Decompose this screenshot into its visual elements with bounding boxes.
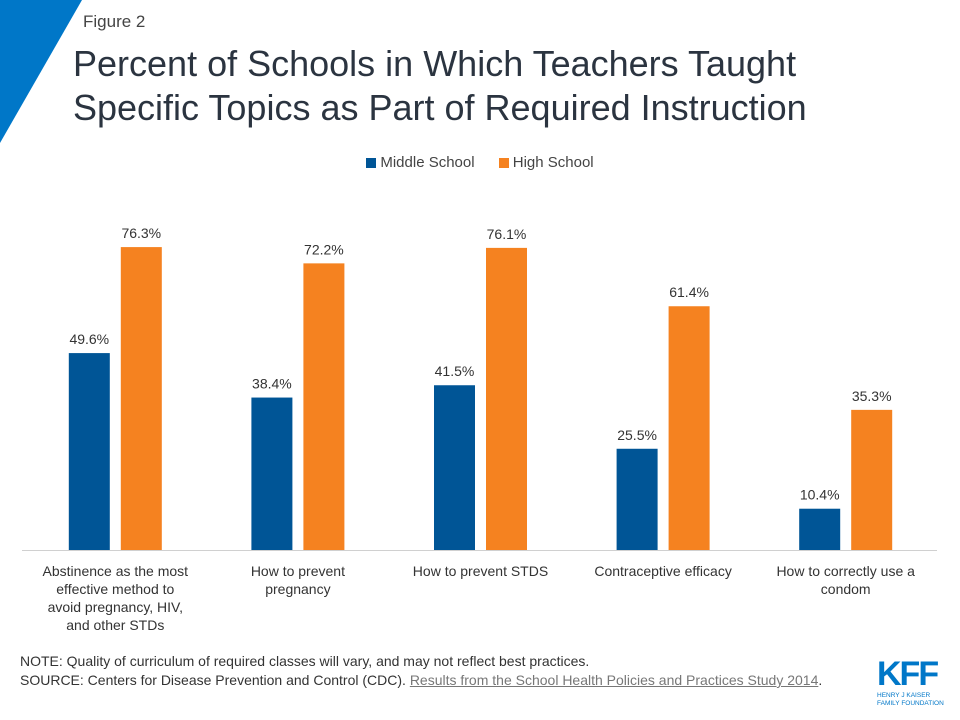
data-label: 76.1% [487, 226, 527, 242]
bar-middle-school [616, 448, 658, 550]
note-text: NOTE: Quality of curriculum of required … [20, 653, 590, 669]
data-label: 76.3% [121, 225, 161, 241]
data-label: 72.2% [304, 241, 344, 257]
figure-label: Figure 2 [83, 12, 146, 31]
bar-high-school [486, 247, 527, 550]
category-label: pregnancy [265, 581, 330, 597]
logo-subtitle-1: HENRY J KAISER [877, 692, 931, 699]
bar-high-school [303, 263, 345, 550]
category-label: effective method to [56, 581, 174, 597]
footnote: NOTE: Quality of curriculum of required … [20, 652, 870, 690]
data-label: 10.4% [800, 487, 840, 503]
logo-subtitle-2: FAMILY FOUNDATION [877, 700, 944, 707]
legend-swatch [498, 158, 509, 168]
title-line-1: Percent of Schools in Which Teachers Tau… [73, 43, 797, 84]
bar-middle-school [68, 353, 110, 550]
bar-middle-school [434, 385, 475, 550]
bar-high-school [120, 247, 162, 551]
title-line-2: Specific Topics as Part of Required Inst… [73, 87, 807, 128]
legend: Middle School High School [0, 154, 960, 171]
data-label: 49.6% [69, 331, 109, 347]
data-label: 35.3% [852, 388, 892, 404]
category-label: avoid pregnancy, HIV, [48, 599, 183, 615]
bar-middle-school [799, 508, 841, 550]
data-label: 41.5% [435, 363, 475, 379]
category-label: How to correctly use a [776, 563, 915, 579]
bar-high-school [668, 306, 710, 550]
source-link[interactable]: Results from the School Health Policies … [409, 672, 819, 688]
source-suffix: . [818, 672, 823, 688]
data-label: 61.4% [669, 284, 709, 300]
legend-label: Middle School [380, 154, 475, 171]
chart-title: Percent of Schools in Which Teachers Tau… [73, 42, 933, 130]
category-label: Abstinence as the most [43, 563, 189, 579]
legend-label: High School [512, 154, 594, 171]
kff-logo: KFF HENRY J KAISER FAMILY FOUNDATION [877, 656, 947, 708]
legend-swatch [366, 158, 377, 168]
bar-high-school [851, 409, 893, 550]
category-label: condom [821, 581, 871, 597]
data-label: 38.4% [252, 376, 292, 392]
bar-middle-school [251, 397, 293, 550]
category-label: and other STDs [66, 617, 164, 633]
data-label: 25.5% [617, 427, 657, 443]
legend-item-high-school: High School [498, 154, 594, 171]
category-label: How to prevent STDS [413, 563, 548, 579]
source-text: SOURCE: Centers for Disease Prevention a… [20, 671, 870, 690]
logo-text: KFF [877, 655, 939, 693]
source-prefix: SOURCE: Centers for Disease Prevention a… [20, 672, 410, 688]
bar-chart: 49.6% 76.3% Abstinence as the most effectiv… [22, 225, 937, 633]
category-label: Contraceptive efficacy [594, 563, 731, 579]
category-label: How to prevent [251, 563, 345, 579]
decorative-triangle [0, 0, 82, 143]
legend-item-middle-school: Middle School [366, 154, 475, 171]
